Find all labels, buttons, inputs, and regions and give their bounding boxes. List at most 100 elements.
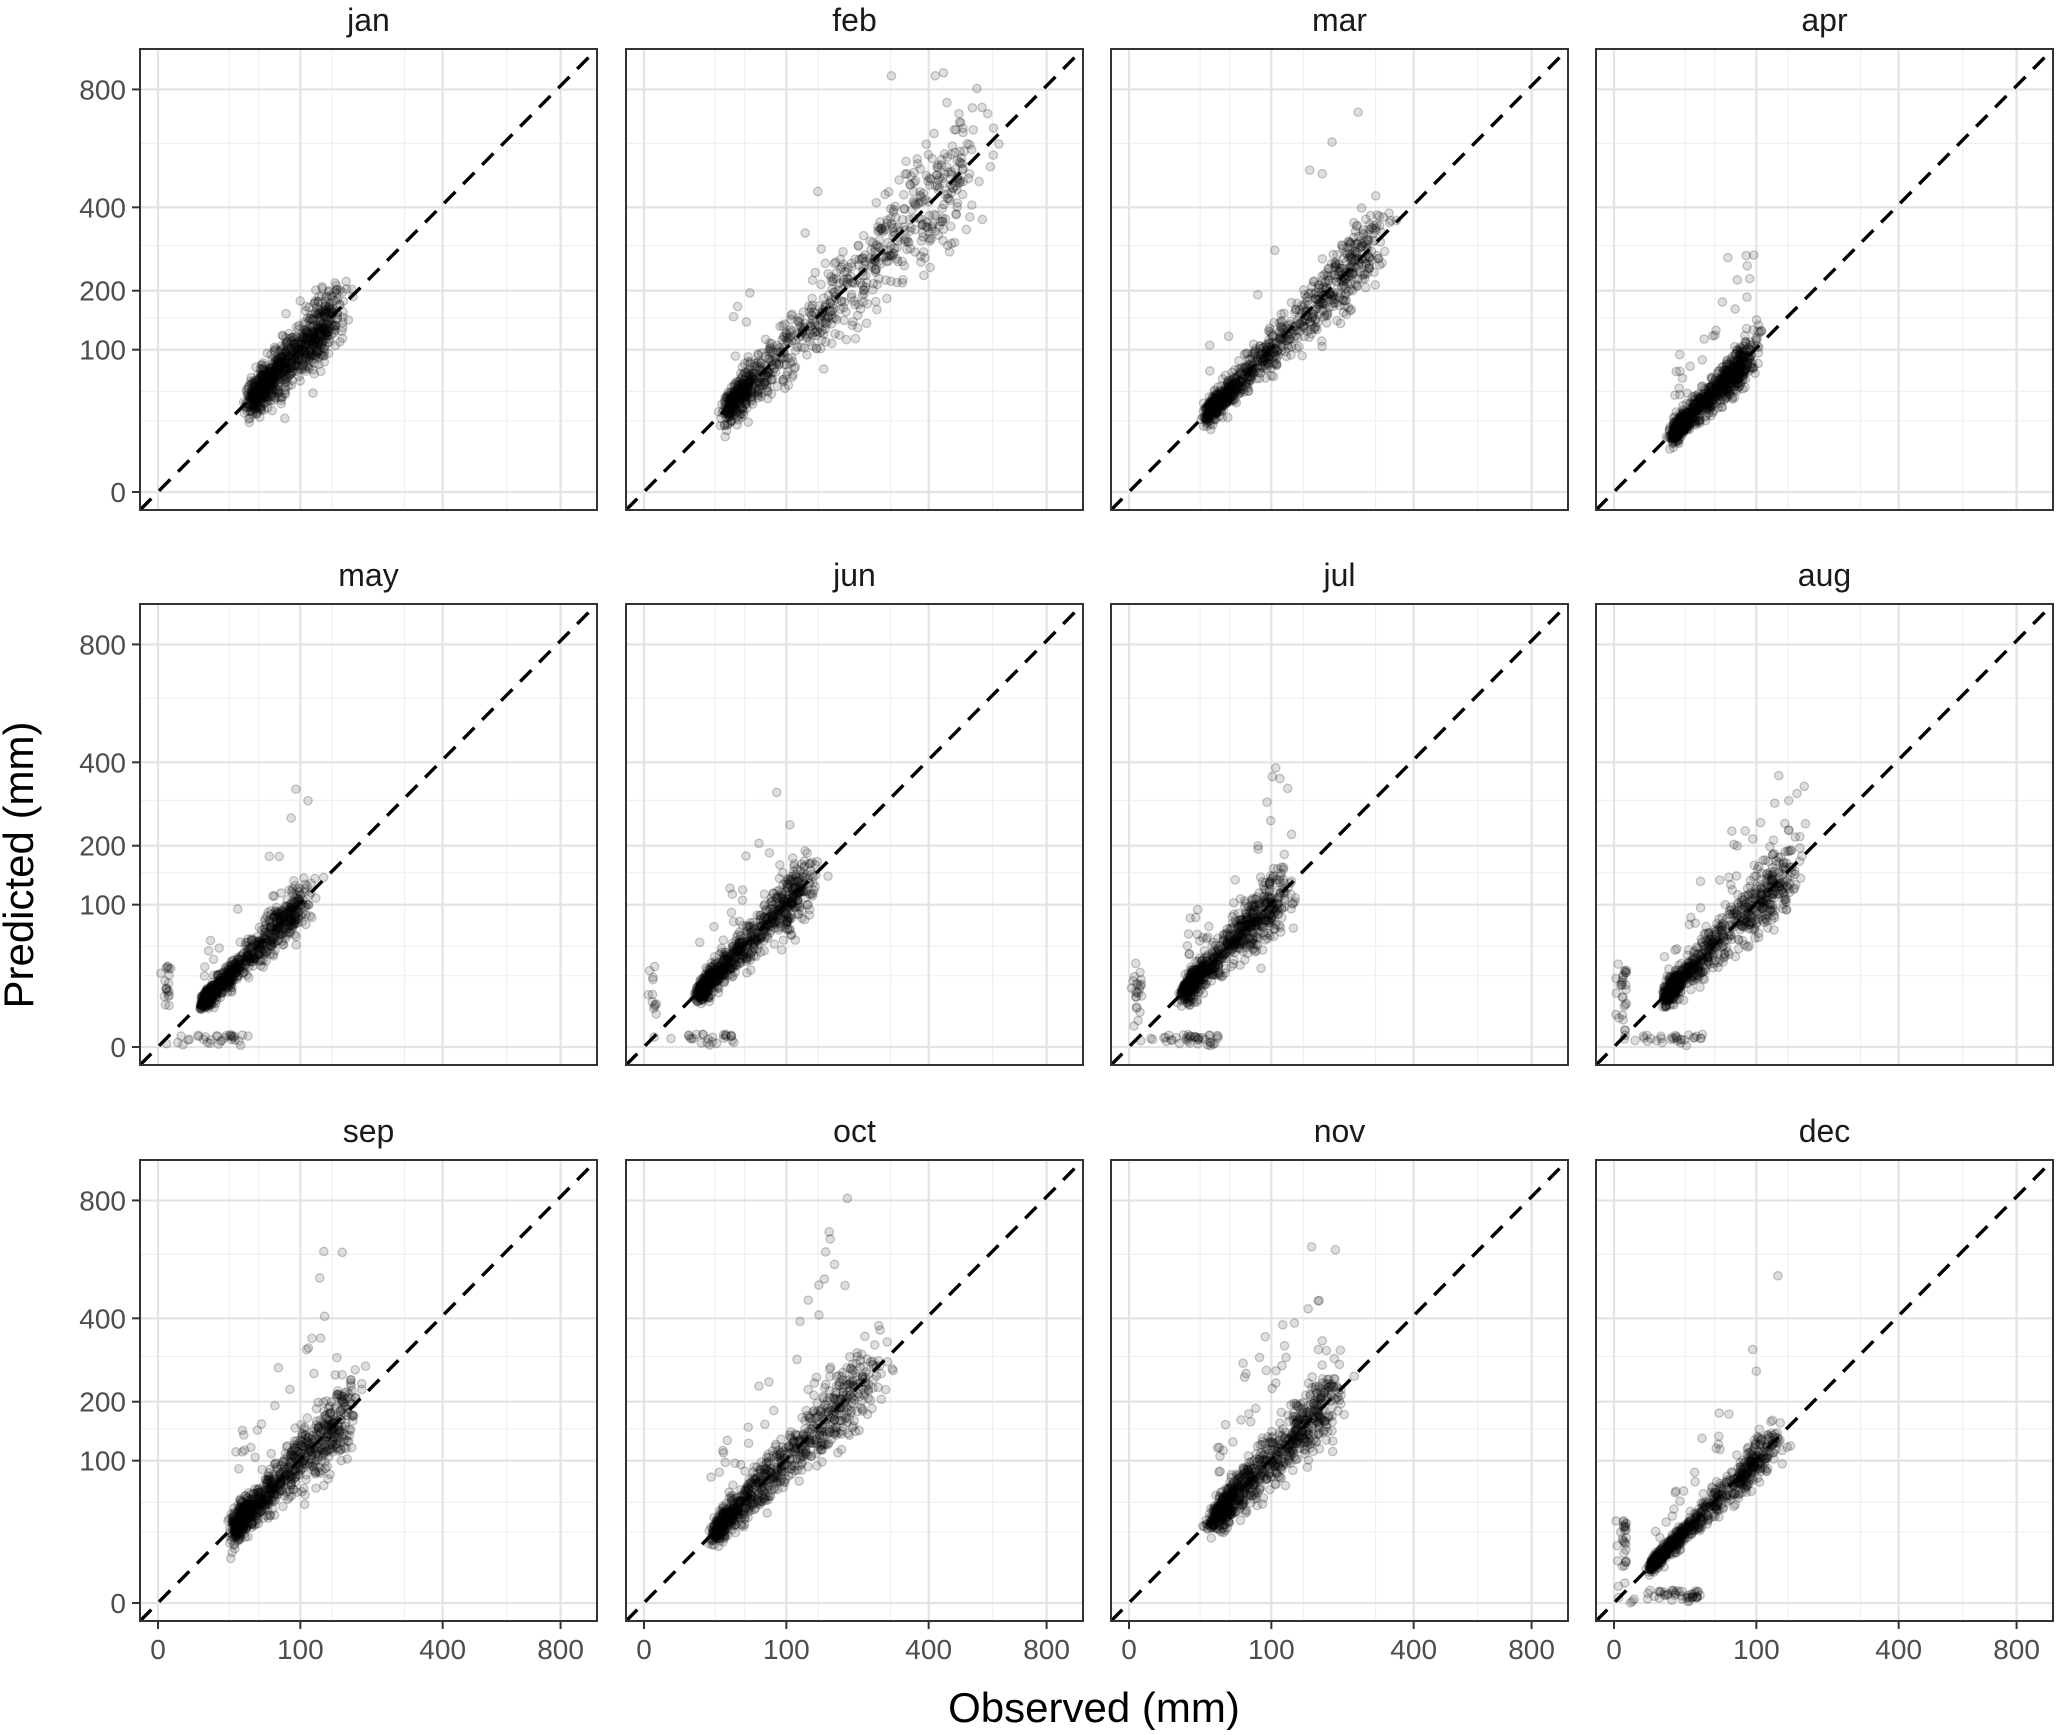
points-may [157,785,328,1050]
data-point [1203,419,1211,427]
data-point [1721,373,1729,381]
data-point [314,341,322,349]
data-point [338,288,346,296]
data-point [814,187,822,195]
data-point [937,161,945,169]
data-point [316,318,324,326]
y-tick-label: 400 [79,192,126,223]
panel-title-mar: mar [1312,2,1367,38]
data-point [1740,368,1748,376]
data-point [777,946,785,954]
data-point [943,98,951,106]
data-point [950,238,958,246]
data-point [1219,402,1227,410]
data-point [874,223,882,231]
data-point [968,201,976,209]
data-point [779,375,787,383]
data-point [319,873,327,881]
data-point [817,245,825,253]
data-point [1333,316,1341,324]
data-point [287,814,295,822]
data-point [861,283,869,291]
data-point [969,126,977,134]
data-point [1271,246,1279,254]
x-axis-title: Observed (mm) [948,1684,1240,1730]
data-point [1374,254,1382,262]
data-point [966,213,974,221]
data-point [986,163,994,171]
data-point [944,189,952,197]
panel-title-jun: jun [832,557,876,593]
data-point [787,315,795,323]
data-point [862,319,870,327]
data-point [859,232,867,240]
data-point [872,241,880,249]
data-point [1300,286,1308,294]
data-point [161,1001,169,1009]
panel-jun: jun [626,557,1083,1065]
data-point [1362,283,1370,291]
panel-apr: apr [1596,2,2053,510]
data-point [808,326,816,334]
data-point [918,221,926,229]
data-point [854,241,862,249]
data-point [905,239,913,247]
data-point [215,944,223,952]
data-point [240,965,248,973]
data-point [1338,242,1346,250]
data-point [272,903,280,911]
data-point [821,259,829,267]
data-point [266,950,274,958]
data-point [1746,275,1754,283]
data-point [1237,377,1245,385]
data-point [855,261,863,269]
data-point [729,313,737,321]
data-point [1296,327,1304,335]
data-point [975,177,983,185]
data-point [1323,268,1331,276]
y-tick-label: 800 [79,74,126,105]
data-point [803,351,811,359]
data-point [164,992,172,1000]
data-point [1676,367,1684,375]
data-point [902,157,910,165]
data-point [1724,254,1732,262]
data-point [890,205,898,213]
data-point [1357,204,1365,212]
data-point [209,955,217,963]
data-point [1746,341,1754,349]
data-point [960,147,968,155]
data-point [1711,331,1719,339]
data-point [1267,364,1275,372]
data-point [1240,388,1248,396]
data-point [1354,108,1362,116]
data-point [281,386,289,394]
data-point [910,199,918,207]
data-point [887,220,895,228]
data-point [789,371,797,379]
data-point [768,339,776,347]
data-point [1339,296,1347,304]
data-point [289,889,297,897]
data-point [811,268,819,276]
data-point [287,915,295,923]
data-point [304,797,312,805]
data-point [913,155,921,163]
data-point [244,1032,252,1040]
data-point [754,350,762,358]
data-point [822,338,830,346]
data-point [204,947,212,955]
data-point [1305,333,1313,341]
data-point [317,332,325,340]
data-point [1277,310,1285,318]
data-point [1266,324,1274,332]
data-point [1256,369,1264,377]
data-point [838,263,846,271]
points-feb [714,69,1003,441]
data-point [234,905,242,913]
data-point [309,389,317,397]
data-point [1703,398,1711,406]
data-point [766,347,774,355]
data-point [301,307,309,315]
